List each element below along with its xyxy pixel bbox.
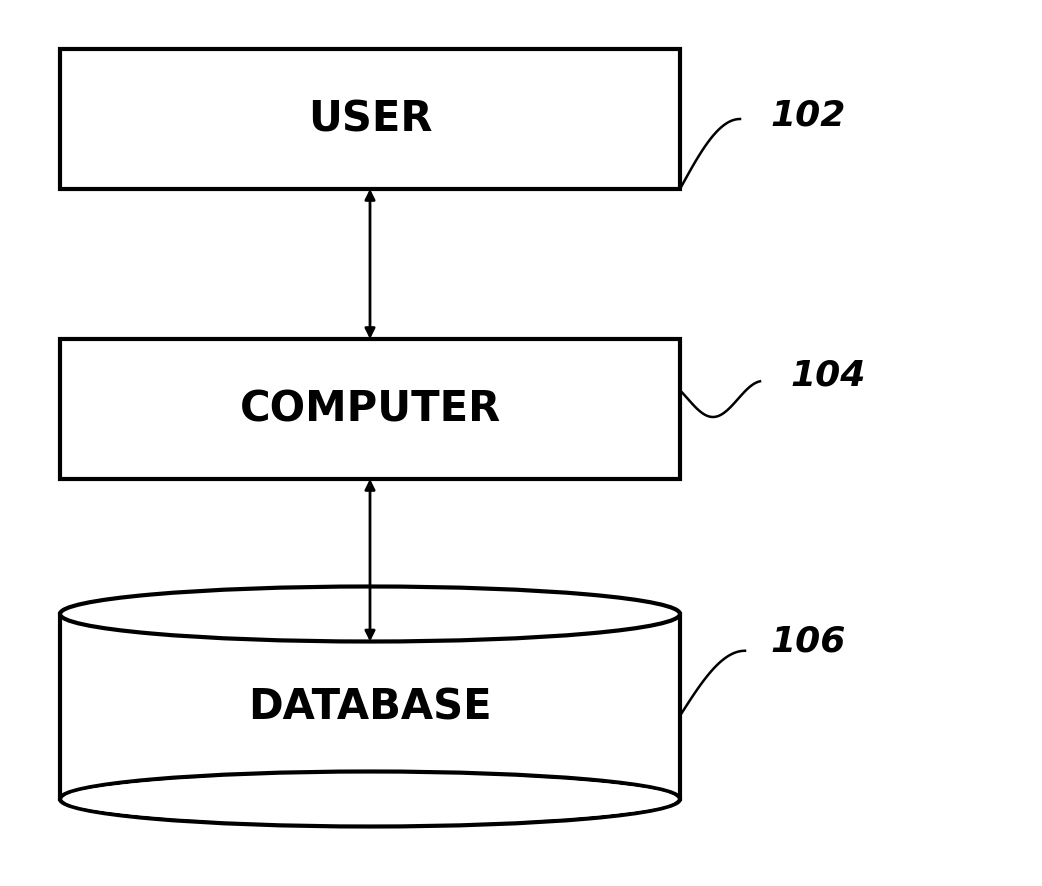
- Text: USER: USER: [307, 99, 432, 141]
- Ellipse shape: [60, 587, 680, 641]
- Bar: [60, 50, 680, 190]
- Text: COMPUTER: COMPUTER: [240, 389, 500, 431]
- Ellipse shape: [63, 774, 677, 824]
- Text: 106: 106: [770, 624, 845, 658]
- Ellipse shape: [60, 772, 680, 827]
- Text: 104: 104: [790, 358, 865, 392]
- Bar: [60, 339, 680, 479]
- Text: DATABASE: DATABASE: [248, 686, 492, 727]
- FancyArrowPatch shape: [366, 193, 374, 337]
- Text: 102: 102: [770, 97, 845, 132]
- Bar: [60, 614, 680, 799]
- FancyArrowPatch shape: [366, 483, 374, 639]
